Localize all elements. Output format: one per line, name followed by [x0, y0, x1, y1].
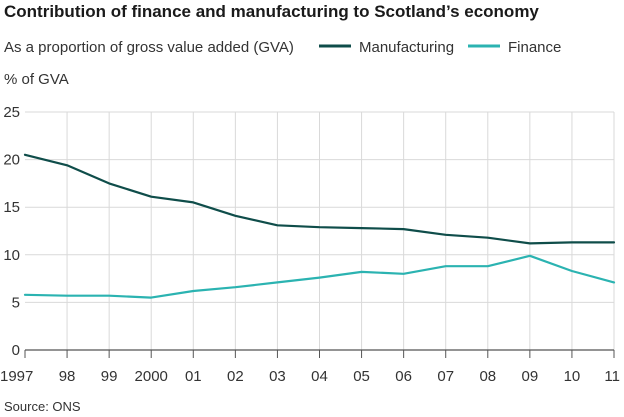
- legend-label-manufacturing: Manufacturing: [359, 39, 454, 56]
- legend-label-finance: Finance: [508, 39, 561, 56]
- chart-title: Contribution of finance and manufacturin…: [4, 2, 539, 21]
- x-tick-label: 02: [227, 368, 244, 385]
- series-lines: [23, 153, 616, 299]
- grid-lines: [25, 111, 615, 350]
- x-tick-label: 01: [185, 368, 202, 385]
- x-tick-label: 08: [479, 368, 496, 385]
- x-tick-label: 98: [59, 368, 76, 385]
- x-tick-label: 99: [101, 368, 118, 385]
- chart-subtitle: As a proportion of gross value added (GV…: [4, 39, 294, 56]
- x-tick-label: 1997: [0, 368, 33, 385]
- x-tick-label: 10: [564, 368, 581, 385]
- y-tick-label: 5: [12, 294, 20, 311]
- y-axis-label: % of GVA: [4, 71, 69, 88]
- x-tick-label: 05: [353, 368, 370, 385]
- x-tick-label: 11: [604, 368, 620, 385]
- y-axis-ticks: 0 5 10 15 20 25: [3, 104, 20, 359]
- x-tick-label: 04: [311, 368, 328, 385]
- y-tick-label: 0: [12, 342, 20, 359]
- series-line-manufacturing: [23, 153, 616, 245]
- x-axis-ticks: 1997 98 99 2000 01 02 03 04 05 06 07 08 09 10 11: [0, 350, 620, 385]
- legend: Manufacturing Finance: [319, 39, 561, 56]
- y-tick-label: 20: [3, 152, 20, 169]
- x-tick-label: 03: [269, 368, 286, 385]
- x-tick-label: 06: [395, 368, 412, 385]
- series-line-finance: [23, 254, 616, 299]
- source-note: Source: ONS: [4, 399, 81, 414]
- y-tick-label: 10: [3, 247, 20, 264]
- y-tick-label: 25: [3, 104, 20, 121]
- y-tick-label: 15: [3, 199, 20, 216]
- x-tick-label: 2000: [135, 368, 168, 385]
- x-tick-label: 07: [437, 368, 454, 385]
- x-tick-label: 09: [522, 368, 539, 385]
